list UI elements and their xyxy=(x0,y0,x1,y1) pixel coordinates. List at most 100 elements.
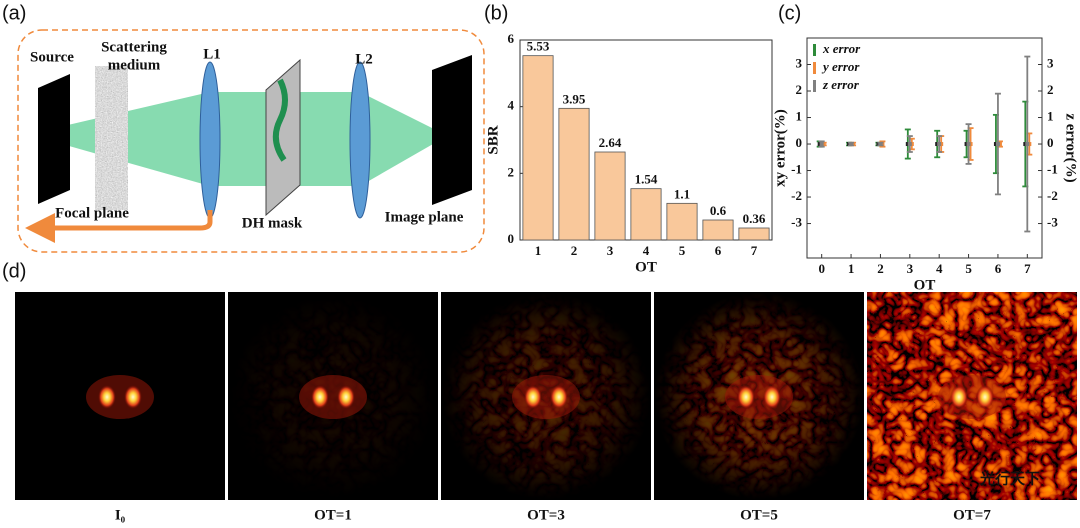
legend-label: x error xyxy=(822,41,861,56)
x-tick-label: 3 xyxy=(907,261,914,276)
spot xyxy=(763,385,781,409)
spot xyxy=(950,385,968,409)
y-axis-label: xy error(%) xyxy=(772,109,788,187)
axes-frame xyxy=(806,37,1043,259)
psf-image xyxy=(654,292,864,500)
y-tick-label: 0 xyxy=(796,135,803,150)
x-tick-label: 4 xyxy=(643,243,650,258)
mask-pattern xyxy=(272,78,288,162)
bar xyxy=(522,55,554,241)
spot xyxy=(976,385,994,409)
panel-label: (b) xyxy=(484,2,508,24)
caption: OT=5 xyxy=(740,507,778,523)
x-tick-label: 7 xyxy=(751,243,758,258)
y-tick-label: 6 xyxy=(508,31,515,46)
label: L2 xyxy=(355,51,373,67)
image-screen xyxy=(432,55,472,205)
psf-image xyxy=(15,292,225,500)
caption: OT=1 xyxy=(314,507,352,523)
point xyxy=(966,142,971,147)
panel-label: (c) xyxy=(778,2,801,24)
spot xyxy=(98,385,116,409)
y2-axis-label: z error(%) xyxy=(1063,113,1079,182)
label: Source xyxy=(30,49,74,65)
frame xyxy=(17,29,485,253)
lens-l1 xyxy=(199,61,221,219)
point xyxy=(907,142,912,147)
y-tick-label: -2 xyxy=(791,188,802,203)
watermark: 光行天下 xyxy=(979,469,1040,487)
value-label: 5.53 xyxy=(527,39,550,54)
y-tick-label: -1 xyxy=(791,162,802,177)
y-tick-label: 2 xyxy=(796,82,803,97)
label: Scattering xyxy=(101,39,167,55)
x-tick-label: 5 xyxy=(965,261,972,276)
label: DH mask xyxy=(242,215,303,231)
y-tick-label: 3 xyxy=(796,55,803,70)
x-tick-label: 4 xyxy=(936,261,943,276)
x-tick-label: 0 xyxy=(818,261,825,276)
x-axis-label: OT xyxy=(914,277,936,293)
value-label: 1.54 xyxy=(635,172,658,187)
point xyxy=(849,142,854,147)
legend-swatch xyxy=(813,62,816,74)
panel-label: (a) xyxy=(2,2,26,24)
y2-tick-label: 0 xyxy=(1047,135,1054,150)
y-tick-label: -3 xyxy=(791,215,802,230)
y2-tick-label: 2 xyxy=(1047,82,1054,97)
y2-tick-label: 1 xyxy=(1047,109,1054,124)
lens-l2 xyxy=(349,61,371,219)
caption: OT=7 xyxy=(953,507,991,523)
value-label: 0.6 xyxy=(710,203,727,218)
schematic: Source Scattering medium L1 L2 Focal pla… xyxy=(17,29,485,253)
bar xyxy=(738,227,770,241)
arrow xyxy=(24,210,213,243)
y-tick-label: 0 xyxy=(508,231,515,246)
halo xyxy=(86,375,154,419)
source-screen xyxy=(38,74,70,204)
halo xyxy=(512,375,580,419)
x-tick-label: 1 xyxy=(848,261,855,276)
spot xyxy=(737,385,755,409)
point xyxy=(995,142,1000,147)
x-tick-label: 7 xyxy=(1024,261,1031,276)
bar xyxy=(630,188,662,241)
bar xyxy=(558,107,590,241)
caption: I₀ xyxy=(115,507,126,523)
x-tick-label: 3 xyxy=(607,243,614,258)
legend-label: z error xyxy=(822,77,860,92)
dh-mask xyxy=(265,58,301,217)
y-tick-label: 1 xyxy=(796,109,803,124)
beam xyxy=(55,92,440,186)
psf-image xyxy=(228,292,438,500)
y-axis-label: SBR xyxy=(485,125,501,154)
spot xyxy=(124,385,142,409)
value-label: 3.95 xyxy=(563,91,586,106)
x-tick-label: 2 xyxy=(877,261,884,276)
y2-tick-label: -2 xyxy=(1047,188,1058,203)
psf-image xyxy=(441,292,651,500)
point xyxy=(819,142,824,147)
legend-swatch xyxy=(813,80,816,92)
spot xyxy=(337,385,355,409)
point xyxy=(937,142,942,147)
bar xyxy=(666,202,698,241)
caption: OT=3 xyxy=(527,507,565,523)
x-axis-label: OT xyxy=(635,259,657,275)
point xyxy=(878,142,883,147)
panel-label: (d) xyxy=(2,260,26,282)
legend-label: y error xyxy=(821,59,860,74)
halo xyxy=(299,375,367,419)
y-tick-label: 4 xyxy=(508,98,515,113)
legend-swatch xyxy=(813,44,816,56)
value-label: 1.1 xyxy=(674,186,690,201)
psf-image xyxy=(867,292,1077,500)
bar xyxy=(702,219,734,241)
label: L1 xyxy=(203,46,221,62)
label: Focal plane xyxy=(55,205,129,221)
x-tick-label: 6 xyxy=(995,261,1002,276)
x-tick-label: 6 xyxy=(715,243,722,258)
spot xyxy=(311,385,329,409)
spot xyxy=(550,385,568,409)
